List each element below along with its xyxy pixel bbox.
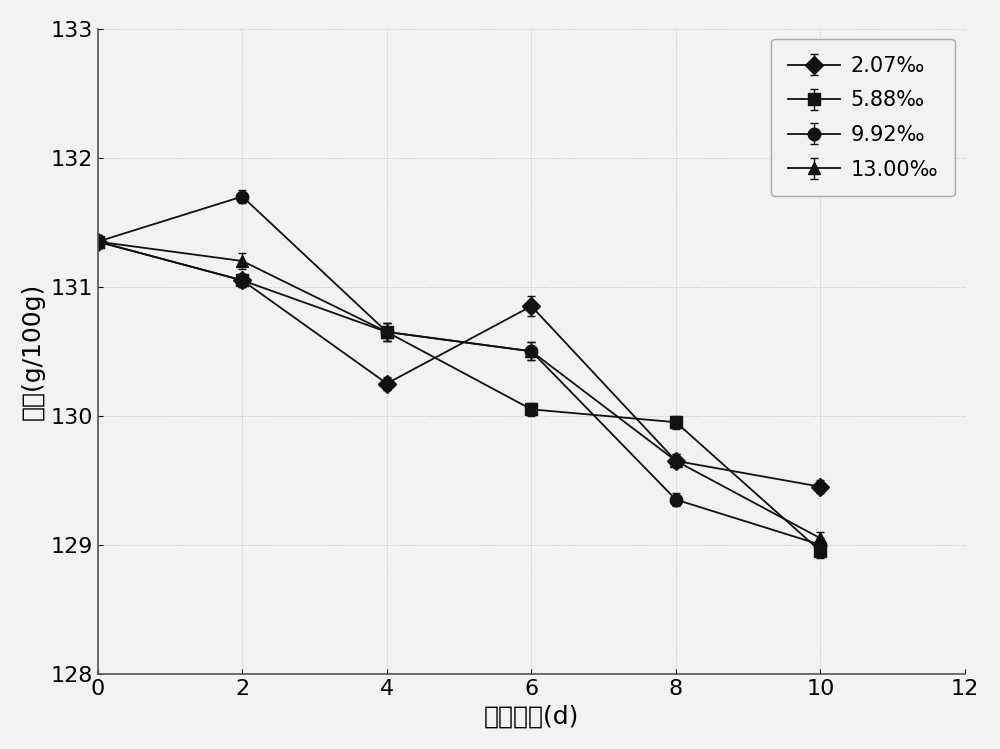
X-axis label: 加热时间(d): 加热时间(d) bbox=[484, 704, 579, 728]
Legend: 2.07‰, 5.88‰, 9.92‰, 13.00‰: 2.07‰, 5.88‰, 9.92‰, 13.00‰ bbox=[771, 39, 955, 196]
Y-axis label: 碷値(g/100g): 碷値(g/100g) bbox=[21, 282, 45, 420]
